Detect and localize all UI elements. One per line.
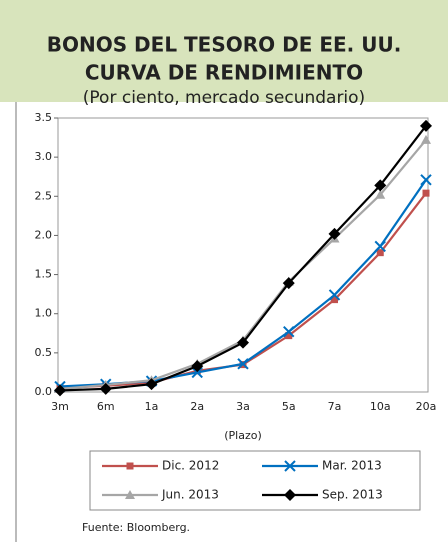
x-tick-label: 5a xyxy=(282,400,296,413)
marker xyxy=(285,332,293,340)
y-tick-label: 0.0 xyxy=(35,385,53,398)
legend-label: Dic. 2012 xyxy=(162,459,219,473)
marker xyxy=(328,289,341,301)
legend-label: Mar. 2013 xyxy=(322,459,382,473)
y-tick-label: 1.0 xyxy=(35,307,53,320)
marker xyxy=(420,174,432,186)
marker xyxy=(422,189,430,197)
marker xyxy=(283,326,295,338)
marker xyxy=(284,460,296,472)
chart-subtitle: (Por ciento, mercado secundario) xyxy=(83,88,365,108)
marker xyxy=(237,358,249,370)
source-note: Fuente: Bloomberg. xyxy=(82,521,190,534)
marker xyxy=(284,489,296,501)
marker xyxy=(282,277,295,290)
x-tick-label: 3m xyxy=(51,400,69,413)
y-tick-label: 0.5 xyxy=(35,346,53,359)
y-tick-label: 3.0 xyxy=(35,150,53,163)
marker xyxy=(99,382,112,395)
marker xyxy=(331,296,338,304)
y-tick-label: 2.0 xyxy=(35,228,53,241)
chart-title: CURVA DE RENDIMIENTO xyxy=(85,61,363,85)
header-band xyxy=(0,0,448,102)
chart-title: BONOS DEL TESORO DE EE. UU. xyxy=(47,33,402,57)
marker xyxy=(374,240,386,253)
x-tick-label: 3a xyxy=(236,400,250,413)
x-tick-label: 2a xyxy=(190,400,204,413)
legend-label: Jun. 2013 xyxy=(161,488,219,502)
legend-label: Sep. 2013 xyxy=(322,488,383,502)
marker xyxy=(421,134,431,144)
marker xyxy=(420,119,432,132)
y-tick-label: 2.5 xyxy=(35,189,53,202)
marker xyxy=(54,384,66,397)
x-tick-label: 7a xyxy=(328,400,342,413)
marker xyxy=(237,336,249,349)
marker xyxy=(328,227,341,240)
marker xyxy=(375,189,386,199)
marker xyxy=(145,378,158,391)
y-tick-label: 3.5 xyxy=(35,111,53,124)
series-line xyxy=(59,192,427,390)
series-line xyxy=(59,139,427,390)
x-tick-label: 6m xyxy=(97,400,115,413)
y-tick-label: 1.5 xyxy=(35,268,53,281)
marker xyxy=(376,249,384,257)
marker xyxy=(191,360,204,373)
marker xyxy=(126,462,134,470)
series-line xyxy=(59,125,427,392)
x-tick-label: 1a xyxy=(145,400,159,413)
legend-box xyxy=(89,450,421,511)
x-tick-label: 10a xyxy=(370,400,391,413)
x-tick-label: 20a xyxy=(416,400,437,413)
plot-frame xyxy=(57,117,429,393)
series-line xyxy=(59,179,427,388)
marker xyxy=(191,366,203,379)
marker xyxy=(125,490,135,499)
marker xyxy=(374,179,387,192)
x-axis-label: (Plazo) xyxy=(224,429,262,442)
